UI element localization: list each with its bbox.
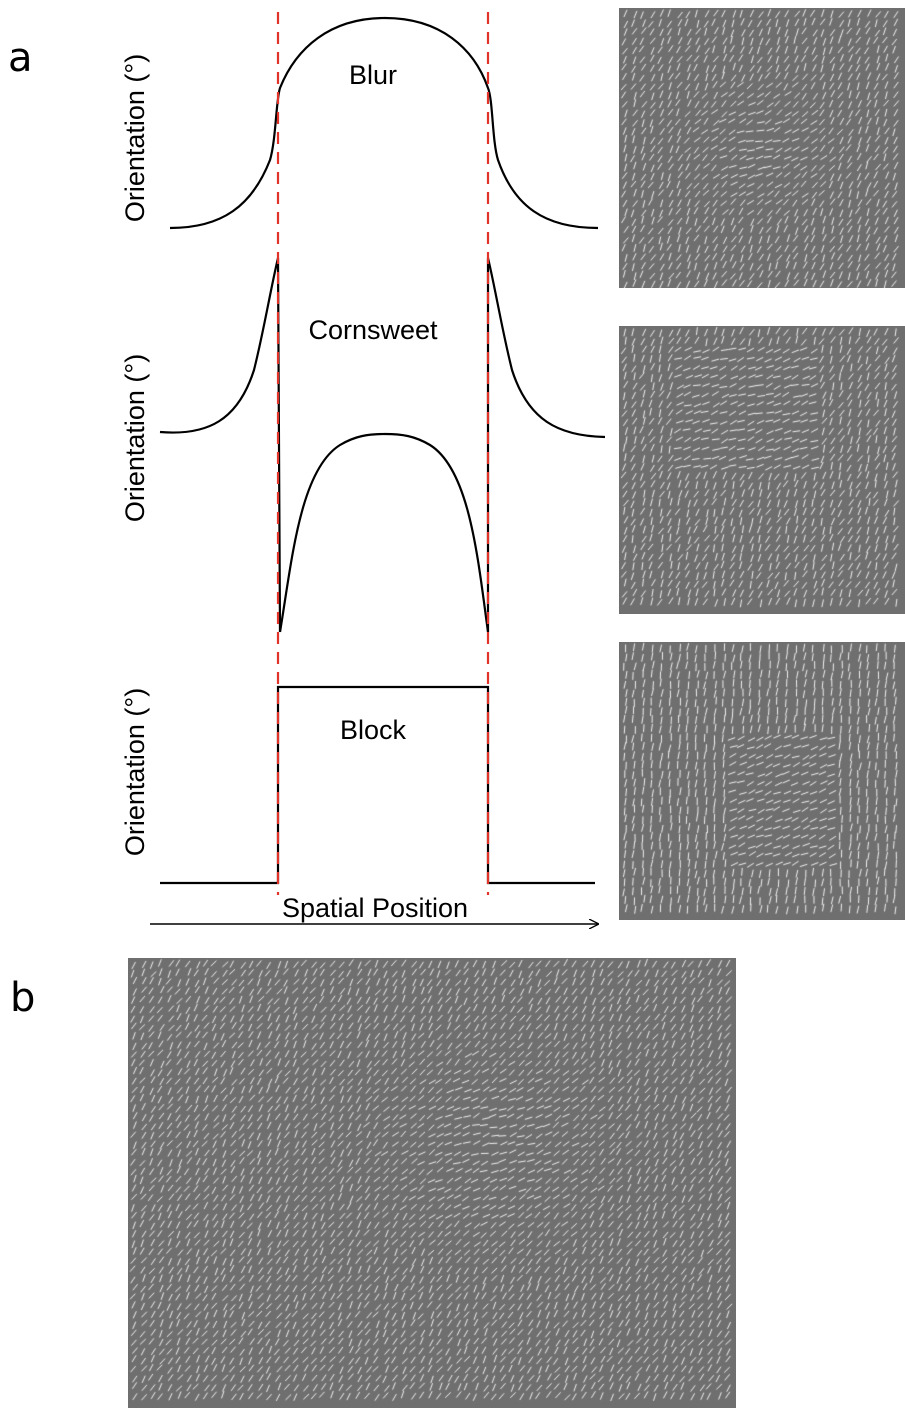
panel-b-texture-image (128, 958, 736, 1408)
x-axis-label: Spatial Position (282, 893, 468, 923)
panel-label-a: a (8, 35, 33, 81)
cornsweet-left-flank-curve (159, 257, 282, 633)
cornsweet-label: Cornsweet (308, 315, 438, 345)
y-axis-label-blur: Orientation (°) (120, 54, 150, 222)
y-axis-label-cornsweet: Orientation (°) (120, 354, 150, 522)
cornsweet-texture-image (619, 326, 905, 614)
block-profile-line (160, 685, 595, 885)
blur-texture-image (619, 8, 905, 288)
blur-profile-curve (169, 16, 599, 230)
panel-label-b: b (10, 975, 36, 1021)
cornsweet-center-curve (278, 432, 490, 633)
block-label: Block (340, 715, 407, 745)
block-texture-image (619, 642, 905, 920)
cornsweet-right-flank-curve (486, 257, 606, 632)
blur-label: Blur (349, 60, 397, 90)
y-axis-label-block: Orientation (°) (120, 688, 150, 856)
